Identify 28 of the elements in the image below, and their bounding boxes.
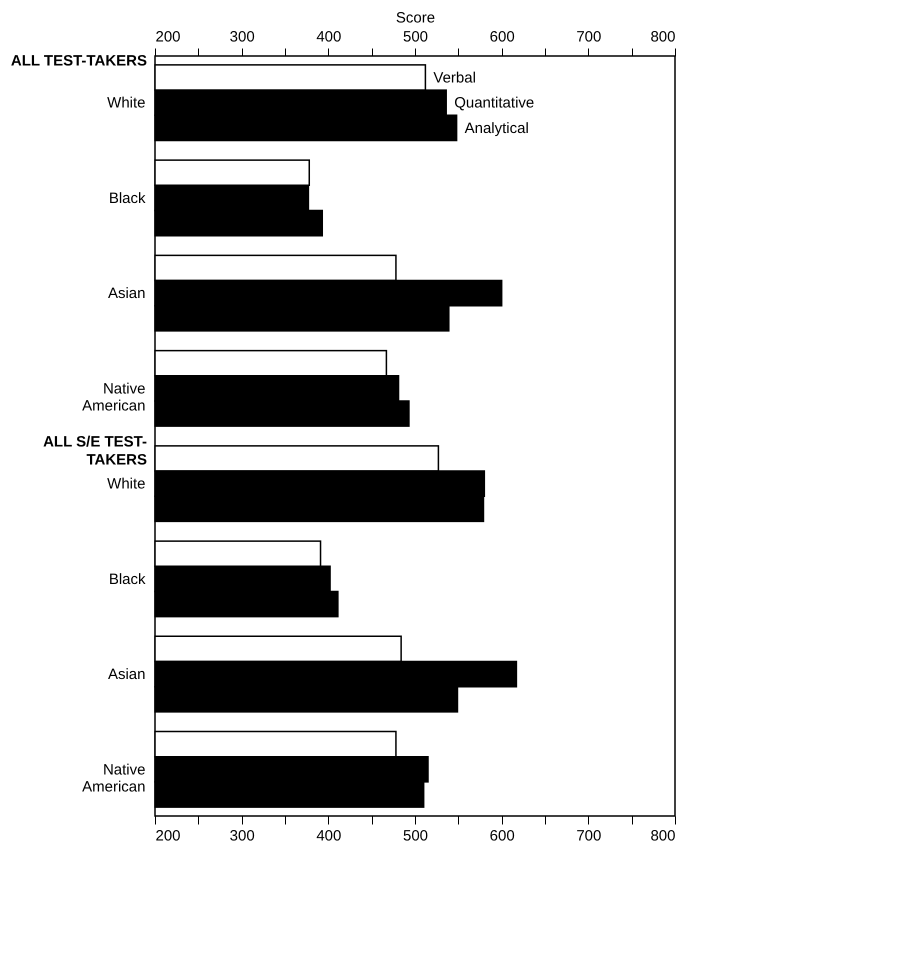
- x2-tick-label: 700: [576, 28, 602, 46]
- x2-tick-label: 800: [650, 28, 676, 46]
- x-tick-label: 700: [576, 828, 602, 844]
- x-tick-label: 200: [156, 828, 181, 844]
- text: ALL S/E TEST-TAKERS: [43, 434, 147, 469]
- y-tick-label: Black: [108, 570, 146, 588]
- y-tick-label: Black: [108, 190, 146, 207]
- x-tick-label: 800: [650, 828, 676, 844]
- x2-axis-title: Score: [396, 10, 436, 26]
- y-tick-label: White: [107, 476, 146, 493]
- series-label: Quantitative: [454, 94, 534, 112]
- x-tick-label: 500: [402, 828, 428, 844]
- x2-tick-label: 200: [156, 28, 181, 46]
- x-tick-label: 400: [316, 828, 342, 844]
- x2-tick-label: 600: [490, 28, 515, 46]
- x2-tick-label: 300: [230, 28, 255, 46]
- y-tick-label: Asian: [108, 285, 146, 302]
- x-tick-label: 300: [230, 828, 255, 844]
- y-tick-label: Native American: [82, 380, 146, 414]
- text: ALL TEST-TAKERS: [10, 52, 147, 70]
- x-tick-label: 600: [490, 828, 515, 844]
- y-tick-label: Asian: [108, 666, 146, 684]
- y-tick-label: White: [107, 94, 146, 112]
- x2-tick-label: 400: [316, 28, 342, 46]
- series-label: Verbal: [433, 69, 476, 86]
- series-label: Analytical: [464, 120, 529, 137]
- x2-tick-label: 500: [402, 28, 428, 46]
- y-tick-label: Native American: [82, 761, 146, 796]
